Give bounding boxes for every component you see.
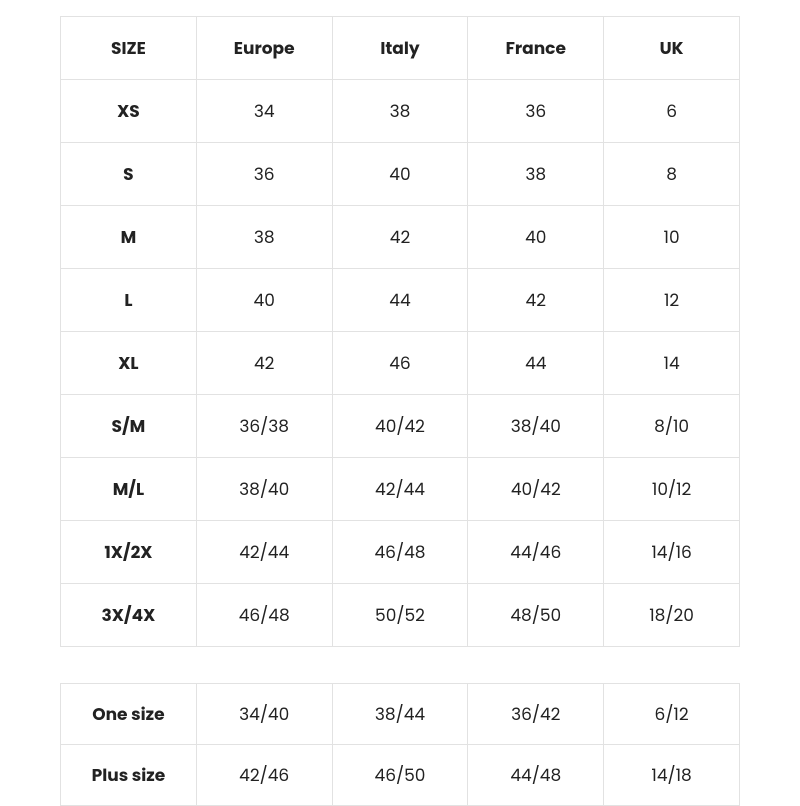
size-europe: 38/40 [196, 458, 332, 521]
size-italy: 46/50 [332, 745, 468, 806]
table-row: M/L 38/40 42/44 40/42 10/12 [61, 458, 740, 521]
size-uk: 12 [604, 269, 740, 332]
size-europe: 34 [196, 80, 332, 143]
size-label: M [61, 206, 197, 269]
size-chart-page: SIZE Europe Italy France UK XS 34 38 36 … [0, 0, 800, 800]
size-italy: 46/48 [332, 521, 468, 584]
size-france: 38/40 [468, 395, 604, 458]
size-italy: 46 [332, 332, 468, 395]
table-row: One size 34/40 38/44 36/42 6/12 [61, 684, 740, 745]
size-label: One size [61, 684, 197, 745]
size-uk: 6/12 [604, 684, 740, 745]
col-header-uk: UK [604, 17, 740, 80]
size-italy: 42 [332, 206, 468, 269]
table-row: S 36 40 38 8 [61, 143, 740, 206]
size-italy: 44 [332, 269, 468, 332]
size-uk: 14/16 [604, 521, 740, 584]
size-france: 36/42 [468, 684, 604, 745]
table-row: Plus size 42/46 46/50 44/48 14/18 [61, 745, 740, 806]
size-uk: 10/12 [604, 458, 740, 521]
size-label: L [61, 269, 197, 332]
col-header-size: SIZE [61, 17, 197, 80]
size-italy: 38 [332, 80, 468, 143]
size-france: 40/42 [468, 458, 604, 521]
size-europe: 42/44 [196, 521, 332, 584]
size-uk: 10 [604, 206, 740, 269]
table-row: XL 42 46 44 14 [61, 332, 740, 395]
size-europe: 36/38 [196, 395, 332, 458]
header-row: SIZE Europe Italy France UK [61, 17, 740, 80]
size-label: S [61, 143, 197, 206]
size-europe: 36 [196, 143, 332, 206]
size-label: M/L [61, 458, 197, 521]
size-label: 1X/2X [61, 521, 197, 584]
size-france: 44/46 [468, 521, 604, 584]
size-label: Plus size [61, 745, 197, 806]
col-header-europe: Europe [196, 17, 332, 80]
size-uk: 8 [604, 143, 740, 206]
table-row: L 40 44 42 12 [61, 269, 740, 332]
size-label: S/M [61, 395, 197, 458]
size-italy: 38/44 [332, 684, 468, 745]
size-italy: 50/52 [332, 584, 468, 647]
size-europe: 34/40 [196, 684, 332, 745]
table-row: 1X/2X 42/44 46/48 44/46 14/16 [61, 521, 740, 584]
table-row: 3X/4X 46/48 50/52 48/50 18/20 [61, 584, 740, 647]
size-uk: 14 [604, 332, 740, 395]
size-chart-main-table: SIZE Europe Italy France UK XS 34 38 36 … [60, 16, 740, 647]
size-label: XL [61, 332, 197, 395]
table-row: M 38 42 40 10 [61, 206, 740, 269]
size-europe: 38 [196, 206, 332, 269]
size-label: XS [61, 80, 197, 143]
size-france: 44/48 [468, 745, 604, 806]
size-uk: 14/18 [604, 745, 740, 806]
size-uk: 6 [604, 80, 740, 143]
size-label: 3X/4X [61, 584, 197, 647]
size-france: 40 [468, 206, 604, 269]
size-france: 48/50 [468, 584, 604, 647]
size-italy: 40/42 [332, 395, 468, 458]
size-europe: 40 [196, 269, 332, 332]
table-row: S/M 36/38 40/42 38/40 8/10 [61, 395, 740, 458]
table-row: XS 34 38 36 6 [61, 80, 740, 143]
col-header-france: France [468, 17, 604, 80]
size-europe: 42/46 [196, 745, 332, 806]
size-france: 38 [468, 143, 604, 206]
size-europe: 42 [196, 332, 332, 395]
size-uk: 18/20 [604, 584, 740, 647]
size-france: 42 [468, 269, 604, 332]
size-italy: 42/44 [332, 458, 468, 521]
table-gap [60, 647, 740, 683]
size-uk: 8/10 [604, 395, 740, 458]
size-italy: 40 [332, 143, 468, 206]
col-header-italy: Italy [332, 17, 468, 80]
size-europe: 46/48 [196, 584, 332, 647]
size-france: 44 [468, 332, 604, 395]
size-chart-extra-table: One size 34/40 38/44 36/42 6/12 Plus siz… [60, 683, 740, 806]
size-france: 36 [468, 80, 604, 143]
